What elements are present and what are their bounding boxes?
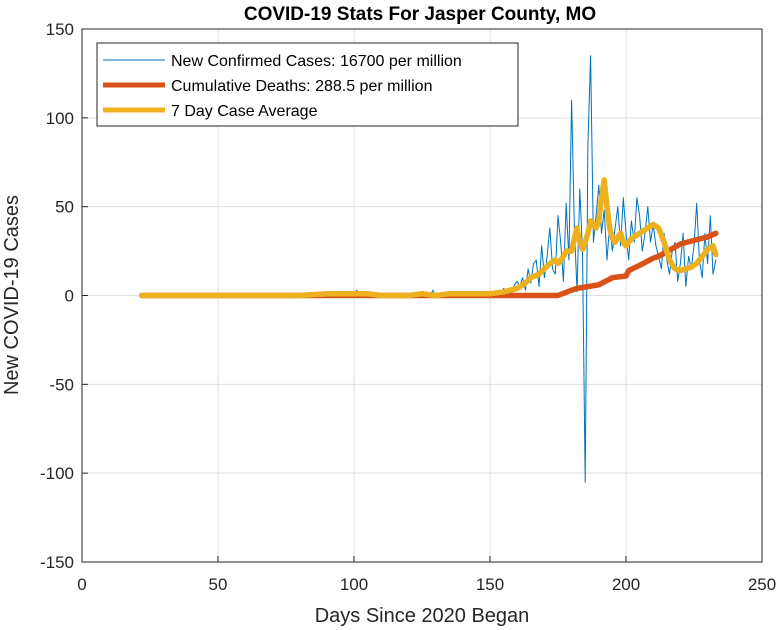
- y-tick-label: 0: [65, 287, 74, 306]
- legend: New Confirmed Cases: 16700 per million Cu…: [96, 42, 519, 127]
- x-tick-label: 0: [77, 575, 86, 594]
- x-tick-label: 50: [209, 575, 228, 594]
- x-tick-label: 150: [476, 575, 504, 594]
- legend-label-2: 7 Day Case Average: [171, 103, 318, 120]
- y-tick-label: 50: [55, 198, 74, 217]
- y-tick-label: -100: [40, 464, 74, 483]
- series-lines: [139, 55, 719, 483]
- x-axis-label: Days Since 2020 Began: [315, 605, 530, 627]
- y-tick-label: -150: [40, 553, 74, 572]
- series-line-1: [139, 230, 719, 299]
- series-line-2: [139, 177, 719, 299]
- chart-title: COVID-19 Stats For Jasper County, MO: [244, 4, 596, 25]
- y-tick-label: 100: [46, 109, 74, 128]
- tick-labels: 0 50 100 150 200 250 -150 -100 -50 0 50 100 150: [40, 20, 776, 594]
- legend-label-1: Cumulative Deaths: 288.5 per million: [171, 78, 432, 95]
- legend-label-0: New Confirmed Cases: 16700 per million: [171, 53, 462, 70]
- x-tick-label: 250: [748, 575, 776, 594]
- y-tick-label: -50: [49, 375, 74, 394]
- legend-box: [96, 42, 519, 127]
- x-tick-label: 100: [340, 575, 368, 594]
- y-tick-label: 150: [46, 20, 74, 39]
- y-axis-label: New COVID-19 Cases: [1, 195, 23, 395]
- x-tick-label: 200: [612, 575, 640, 594]
